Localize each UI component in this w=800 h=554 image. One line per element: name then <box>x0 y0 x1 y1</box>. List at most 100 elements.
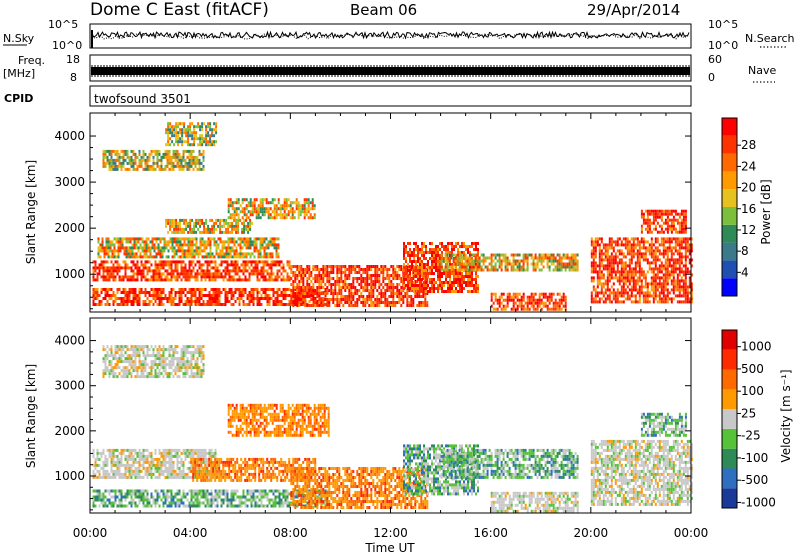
power-cell <box>652 297 655 301</box>
power-cell <box>431 266 433 269</box>
power-cell <box>96 288 99 291</box>
power-cell <box>234 272 237 276</box>
power-cell <box>405 278 407 281</box>
power-cell <box>144 303 147 306</box>
power-cell <box>105 240 108 244</box>
power-cell <box>409 284 411 287</box>
power-cell <box>207 255 210 259</box>
power-cell <box>384 283 387 286</box>
power-cell <box>602 282 605 286</box>
power-cell <box>455 257 457 260</box>
power-cell <box>378 277 381 280</box>
power-cell <box>220 272 223 276</box>
power-cell <box>140 155 143 159</box>
power-cell <box>291 216 294 220</box>
power-cell <box>654 215 657 219</box>
power-cell <box>316 292 319 295</box>
power-cell <box>412 298 415 301</box>
power-cell <box>374 277 377 280</box>
power-cell <box>188 303 191 306</box>
power-cell <box>261 204 264 208</box>
power-cell <box>206 263 209 267</box>
power-cell <box>190 149 193 153</box>
power-cell <box>417 269 419 272</box>
power-cell <box>189 252 192 256</box>
power-cell <box>475 272 477 275</box>
power-cell <box>153 237 156 241</box>
power-cell <box>273 246 276 250</box>
power-cell <box>189 128 192 132</box>
power-cell <box>417 245 419 248</box>
power-cell <box>288 275 291 279</box>
power-cell <box>103 252 106 256</box>
power-cell <box>294 286 297 289</box>
power-cell <box>177 134 180 138</box>
power-cell <box>246 278 249 282</box>
power-cell <box>368 274 371 277</box>
power-cell <box>459 278 461 281</box>
power-cell <box>189 122 192 126</box>
power-cell <box>324 292 327 295</box>
power-cell <box>466 256 469 260</box>
power-cell <box>664 279 667 283</box>
power-cell <box>139 237 142 241</box>
power-cell <box>368 298 371 301</box>
power-cell <box>196 300 199 303</box>
power-cell <box>415 266 417 269</box>
power-cell <box>662 276 665 280</box>
power-cell <box>181 255 184 259</box>
power-cell <box>134 167 137 171</box>
power-cell <box>180 167 183 171</box>
power-cell <box>506 304 509 308</box>
power-cell <box>600 282 603 286</box>
power-cell <box>678 270 681 274</box>
power-cell <box>144 266 147 270</box>
station-title: Dome C East (fitACF) <box>90 0 269 20</box>
power-cell <box>654 279 657 283</box>
power-cell <box>189 131 192 135</box>
power-cell <box>112 303 115 306</box>
power-cell <box>328 289 331 292</box>
power-cell <box>284 288 287 291</box>
power-cell <box>126 275 129 279</box>
power-cell <box>421 260 423 263</box>
power-cell <box>318 280 321 283</box>
power-cell <box>324 268 327 271</box>
power-cell <box>199 137 202 141</box>
power-cell <box>457 275 459 278</box>
power-cell <box>552 301 555 305</box>
power-cell <box>242 294 245 297</box>
power-cell <box>144 161 147 165</box>
power-cell <box>688 270 691 274</box>
power-cell <box>616 240 619 244</box>
power-cell <box>370 292 373 295</box>
power-cell <box>262 272 265 276</box>
power-cell <box>125 240 128 244</box>
power-cell <box>446 259 449 263</box>
power-cell <box>668 273 671 277</box>
power-cell <box>392 286 395 289</box>
power-cell <box>390 304 393 307</box>
power-cell <box>656 294 659 298</box>
power-cell <box>598 243 601 247</box>
power-cell <box>610 261 613 265</box>
power-cell <box>612 294 615 298</box>
power-cell <box>473 248 475 251</box>
power-cell <box>216 269 219 273</box>
power-cell <box>237 237 240 241</box>
power-cell <box>348 301 351 304</box>
power-cell <box>152 297 155 300</box>
power-cell <box>644 218 647 222</box>
power-cell <box>194 272 197 276</box>
power-cell <box>494 298 497 302</box>
power-cell <box>204 275 207 279</box>
power-cell <box>214 269 217 273</box>
power-cell <box>421 269 423 272</box>
power-cell <box>159 252 162 256</box>
power-cell <box>117 249 120 253</box>
power-cell <box>532 268 535 272</box>
power-cell <box>636 270 639 274</box>
power-cell <box>260 266 263 270</box>
power-cell <box>308 274 311 277</box>
power-cell <box>108 266 111 270</box>
